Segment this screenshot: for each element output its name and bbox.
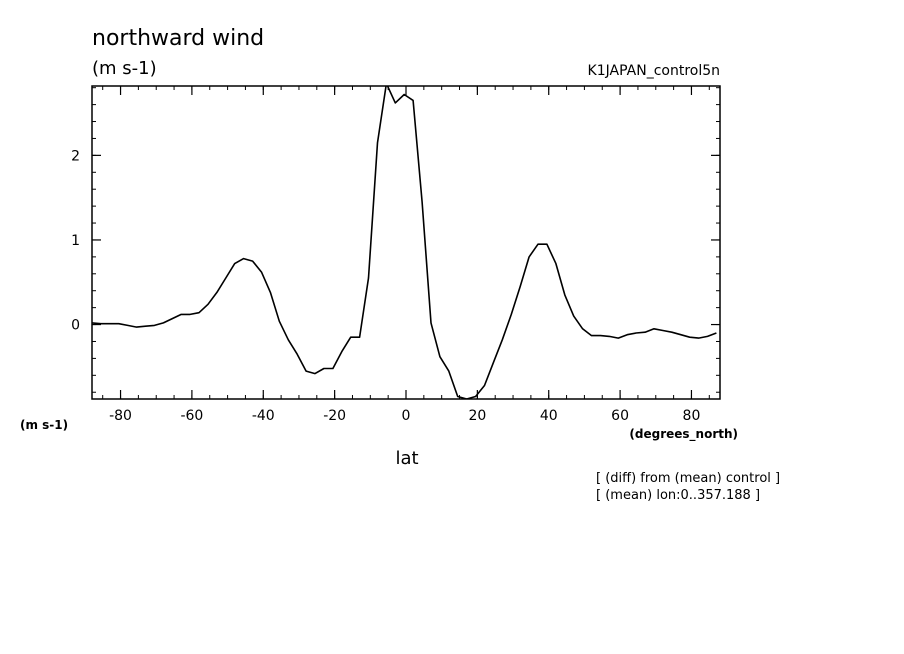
x-axis-ticks: -80 -60 -40 -20 0 20 40 60 80 [102,86,710,424]
note-line-1: [ (diff) from (mean) control ] [596,471,780,486]
series-line [92,86,717,399]
x-tick-label: -40 [252,408,275,424]
x-tick-label: 40 [540,408,558,424]
x-tick-label: 60 [611,408,629,424]
x-tick-label: 0 [402,408,411,424]
x-tick-label: -60 [180,408,203,424]
y-tick-label: 2 [71,148,80,164]
x-axis-label: lat [395,448,418,469]
plot-frame [91,85,721,400]
x-tick-label: 80 [683,408,701,424]
chart-units-label: (m s-1) [92,58,157,79]
y-axis-units: (m s-1) [20,418,68,432]
x-tick-label: -80 [109,408,132,424]
note-line-2: [ (mean) lon:0..357.188 ] [596,488,760,503]
x-tick-label: -20 [323,408,346,424]
x-axis-units: (degrees_north) [629,427,738,442]
run-name-label: K1JAPAN_control5n [588,63,720,79]
y-axis-ticks: 0 1 2 [71,87,720,393]
y-tick-label: 0 [71,318,80,334]
chart-title: northward wind [92,26,264,51]
x-tick-label: 20 [468,408,486,424]
y-tick-label: 1 [71,233,80,249]
